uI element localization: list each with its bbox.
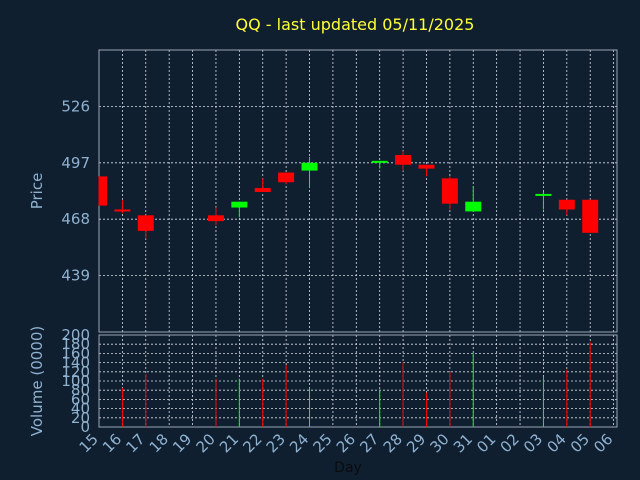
candle-body: [254, 188, 271, 192]
x-tick-label: 06: [590, 430, 616, 456]
price-tick-label: 497: [61, 154, 90, 172]
price-tick-label: 439: [61, 267, 90, 285]
candle-body: [395, 155, 412, 165]
x-tick-label: 25: [310, 430, 336, 456]
volume-tick-label: 40: [71, 400, 90, 418]
x-tick-label: 30: [426, 430, 452, 456]
x-tick-label: 17: [122, 430, 148, 456]
x-tick-label: 20: [193, 430, 219, 456]
candle-body: [371, 160, 388, 163]
price-tick-label: 468: [61, 210, 90, 228]
x-tick-label: 18: [146, 430, 172, 456]
x-tick-label: 01: [473, 430, 499, 456]
x-tick-label: 04: [543, 430, 569, 456]
x-tick-label: 26: [333, 430, 359, 456]
volume-grid: [99, 334, 617, 428]
candle-body: [418, 164, 435, 169]
candle-body: [207, 215, 224, 222]
candle-body: [558, 199, 575, 210]
candle-body: [231, 201, 248, 208]
x-tick-label: 31: [450, 430, 476, 456]
candle-body: [137, 215, 154, 231]
volume-tick-label: 180: [61, 335, 90, 353]
price-panel-frame: [98, 49, 618, 333]
volume-tick-label: 200: [61, 326, 90, 344]
x-tick-label: 05: [567, 430, 593, 456]
price-grid: [99, 50, 617, 332]
candle-body: [441, 178, 458, 204]
x-tick-label: 21: [216, 430, 242, 456]
volume-panel-frame: [98, 334, 618, 428]
x-tick-label: 28: [380, 430, 406, 456]
volume-tick-label: 80: [71, 381, 90, 399]
x-tick-label: 16: [99, 430, 125, 456]
volume-axis-label: Volume (0000): [28, 326, 46, 436]
x-tick-label: 02: [497, 430, 523, 456]
price-tick-labels: 439 468 497 526: [61, 97, 90, 284]
x-tick-label: 29: [403, 430, 429, 456]
volume-bars: [121, 341, 591, 427]
candle-body: [99, 176, 107, 206]
candle-body: [278, 172, 295, 183]
volume-tick-label: 0: [80, 418, 90, 436]
volume-tick-label: 100: [61, 372, 90, 390]
volume-tick-label: 140: [61, 354, 90, 372]
candle-body: [582, 199, 599, 233]
candle-body: [301, 162, 318, 171]
x-tick-label: 22: [239, 430, 265, 456]
volume-tick-label: 20: [71, 409, 90, 427]
x-tick-label: 03: [520, 430, 546, 456]
y-axis-label: Price: [28, 173, 46, 210]
candle-body: [535, 193, 552, 196]
price-tick-label: 526: [61, 97, 90, 115]
candle-body: [114, 209, 131, 212]
volume-tick-label: 120: [61, 363, 90, 381]
x-tick-label: 19: [169, 430, 195, 456]
x-tick-label: 24: [286, 430, 312, 456]
volume-tick-label: 60: [71, 390, 90, 408]
candle-body: [465, 201, 482, 212]
x-tick-label: 27: [356, 430, 382, 456]
x-axis-label: Day: [334, 460, 362, 476]
x-tick-label: 23: [263, 430, 289, 456]
x-tick-labels: 1516171819202122232425262728293031010203…: [76, 430, 617, 456]
chart-title: QQ - last updated 05/11/2025: [236, 15, 475, 34]
volume-tick-label: 160: [61, 344, 90, 362]
candles: [98, 151, 599, 239]
